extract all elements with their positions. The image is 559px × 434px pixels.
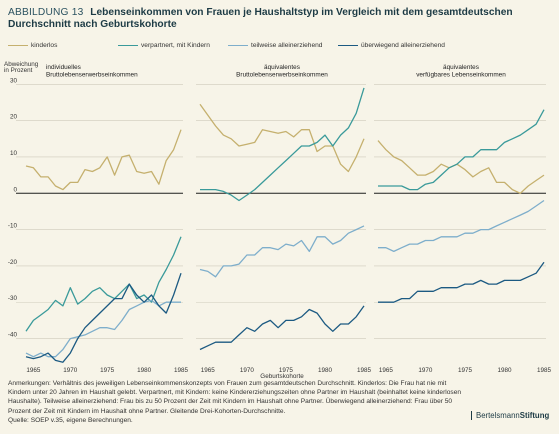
figure-title: ABBILDUNG 13 Lebenseinkommen von Frauen … (8, 7, 548, 31)
panel-title: äquivalentes (264, 64, 300, 71)
series-line (378, 261, 545, 303)
panel-title: verfügbares Lebenseinkommen (416, 72, 506, 79)
notes-text: Anmerkungen: Verhältnis des jeweiligen L… (8, 380, 462, 415)
legend-item-kinderlos: kinderlos (8, 42, 57, 49)
legend-item-teilweise: teilweise alleinerziehend (228, 42, 322, 49)
legend-label: überwiegend alleinerziehend (361, 42, 445, 49)
panel-title: individuelles (46, 64, 81, 71)
legend-swatch (228, 45, 248, 46)
x-tick-label: 1980 (497, 367, 512, 374)
x-tick-label: 1970 (418, 367, 433, 374)
legend-item-verpartnert: verpartnert, mit Kindern (118, 42, 210, 49)
x-tick-label: 1985 (174, 367, 189, 374)
y-tick-label: 0 (13, 186, 17, 193)
y-tick-label: 10 (10, 150, 18, 157)
x-tick-label: 1975 (279, 367, 294, 374)
y-tick-label: 30 (10, 77, 18, 84)
brand-part2: Stiftung (519, 411, 550, 420)
panel-title: äquivalentes (443, 64, 479, 71)
series-line (25, 272, 182, 363)
y-tick-label: -10 (8, 223, 18, 230)
x-tick-label: 1965 (201, 367, 216, 374)
y-tick-label: -20 (8, 259, 18, 266)
x-tick-label: 1980 (137, 367, 152, 374)
series-line (378, 109, 545, 191)
series-line (25, 236, 182, 332)
series-line (377, 140, 545, 194)
figure-title-text: Lebenseinkommen von Frauen je Haushaltst… (8, 7, 513, 30)
notes: Anmerkungen: Verhältnis des jeweiligen L… (8, 379, 463, 425)
legend-label: teilweise alleinerziehend (251, 42, 323, 49)
panel-title: Bruttolebenserwerbseinkommen (46, 72, 138, 79)
legend-label: kinderlos (31, 42, 58, 49)
series-line (199, 225, 365, 278)
x-axis-label: Geburtskohorte (260, 373, 304, 380)
x-tick-label: 1975 (100, 367, 115, 374)
x-tick-label: 1975 (458, 367, 473, 374)
x-tick-label: 1970 (240, 367, 255, 374)
y-tick-label: 20 (10, 114, 18, 121)
brand-part1: Bertelsmann (476, 411, 520, 420)
y-axis-label: Abweichung (4, 61, 39, 68)
series-line (199, 305, 365, 351)
series-line (199, 103, 365, 173)
chart-area: 30 20 10 0 -10 -20 -30 -40 1965 1970 1975 1980 1985 i… (4, 61, 552, 380)
y-tick-label: -30 (8, 295, 18, 302)
x-tick-label: 1985 (537, 367, 552, 374)
brand-logo: BertelsmannStiftung (471, 411, 549, 420)
series-line (378, 199, 545, 253)
x-tick-label: 1980 (318, 367, 333, 374)
panel-title: Bruttolebenserwerbseinkommen (236, 72, 328, 79)
series-line (200, 87, 365, 202)
x-tick-label: 1965 (26, 367, 41, 374)
legend: kinderlos verpartnert, mit Kindern teilw… (8, 42, 548, 53)
series-line (25, 129, 182, 191)
legend-swatch (338, 45, 358, 46)
y-tick-label: -40 (8, 332, 18, 339)
legend-label: verpartnert, mit Kindern (141, 42, 210, 49)
x-tick-label: 1985 (357, 367, 372, 374)
figure-tag: ABBILDUNG 13 (8, 7, 84, 18)
source-text: Quelle: SOEP v.35, eigene Berechnungen. (8, 416, 133, 424)
legend-swatch (8, 45, 28, 46)
y-axis-label: in Prozent (4, 67, 33, 74)
legend-swatch (118, 45, 138, 46)
x-tick-label: 1970 (63, 367, 78, 374)
legend-item-ueberwiegend: überwiegend alleinerziehend (338, 42, 445, 49)
x-tick-label: 1965 (379, 367, 394, 374)
